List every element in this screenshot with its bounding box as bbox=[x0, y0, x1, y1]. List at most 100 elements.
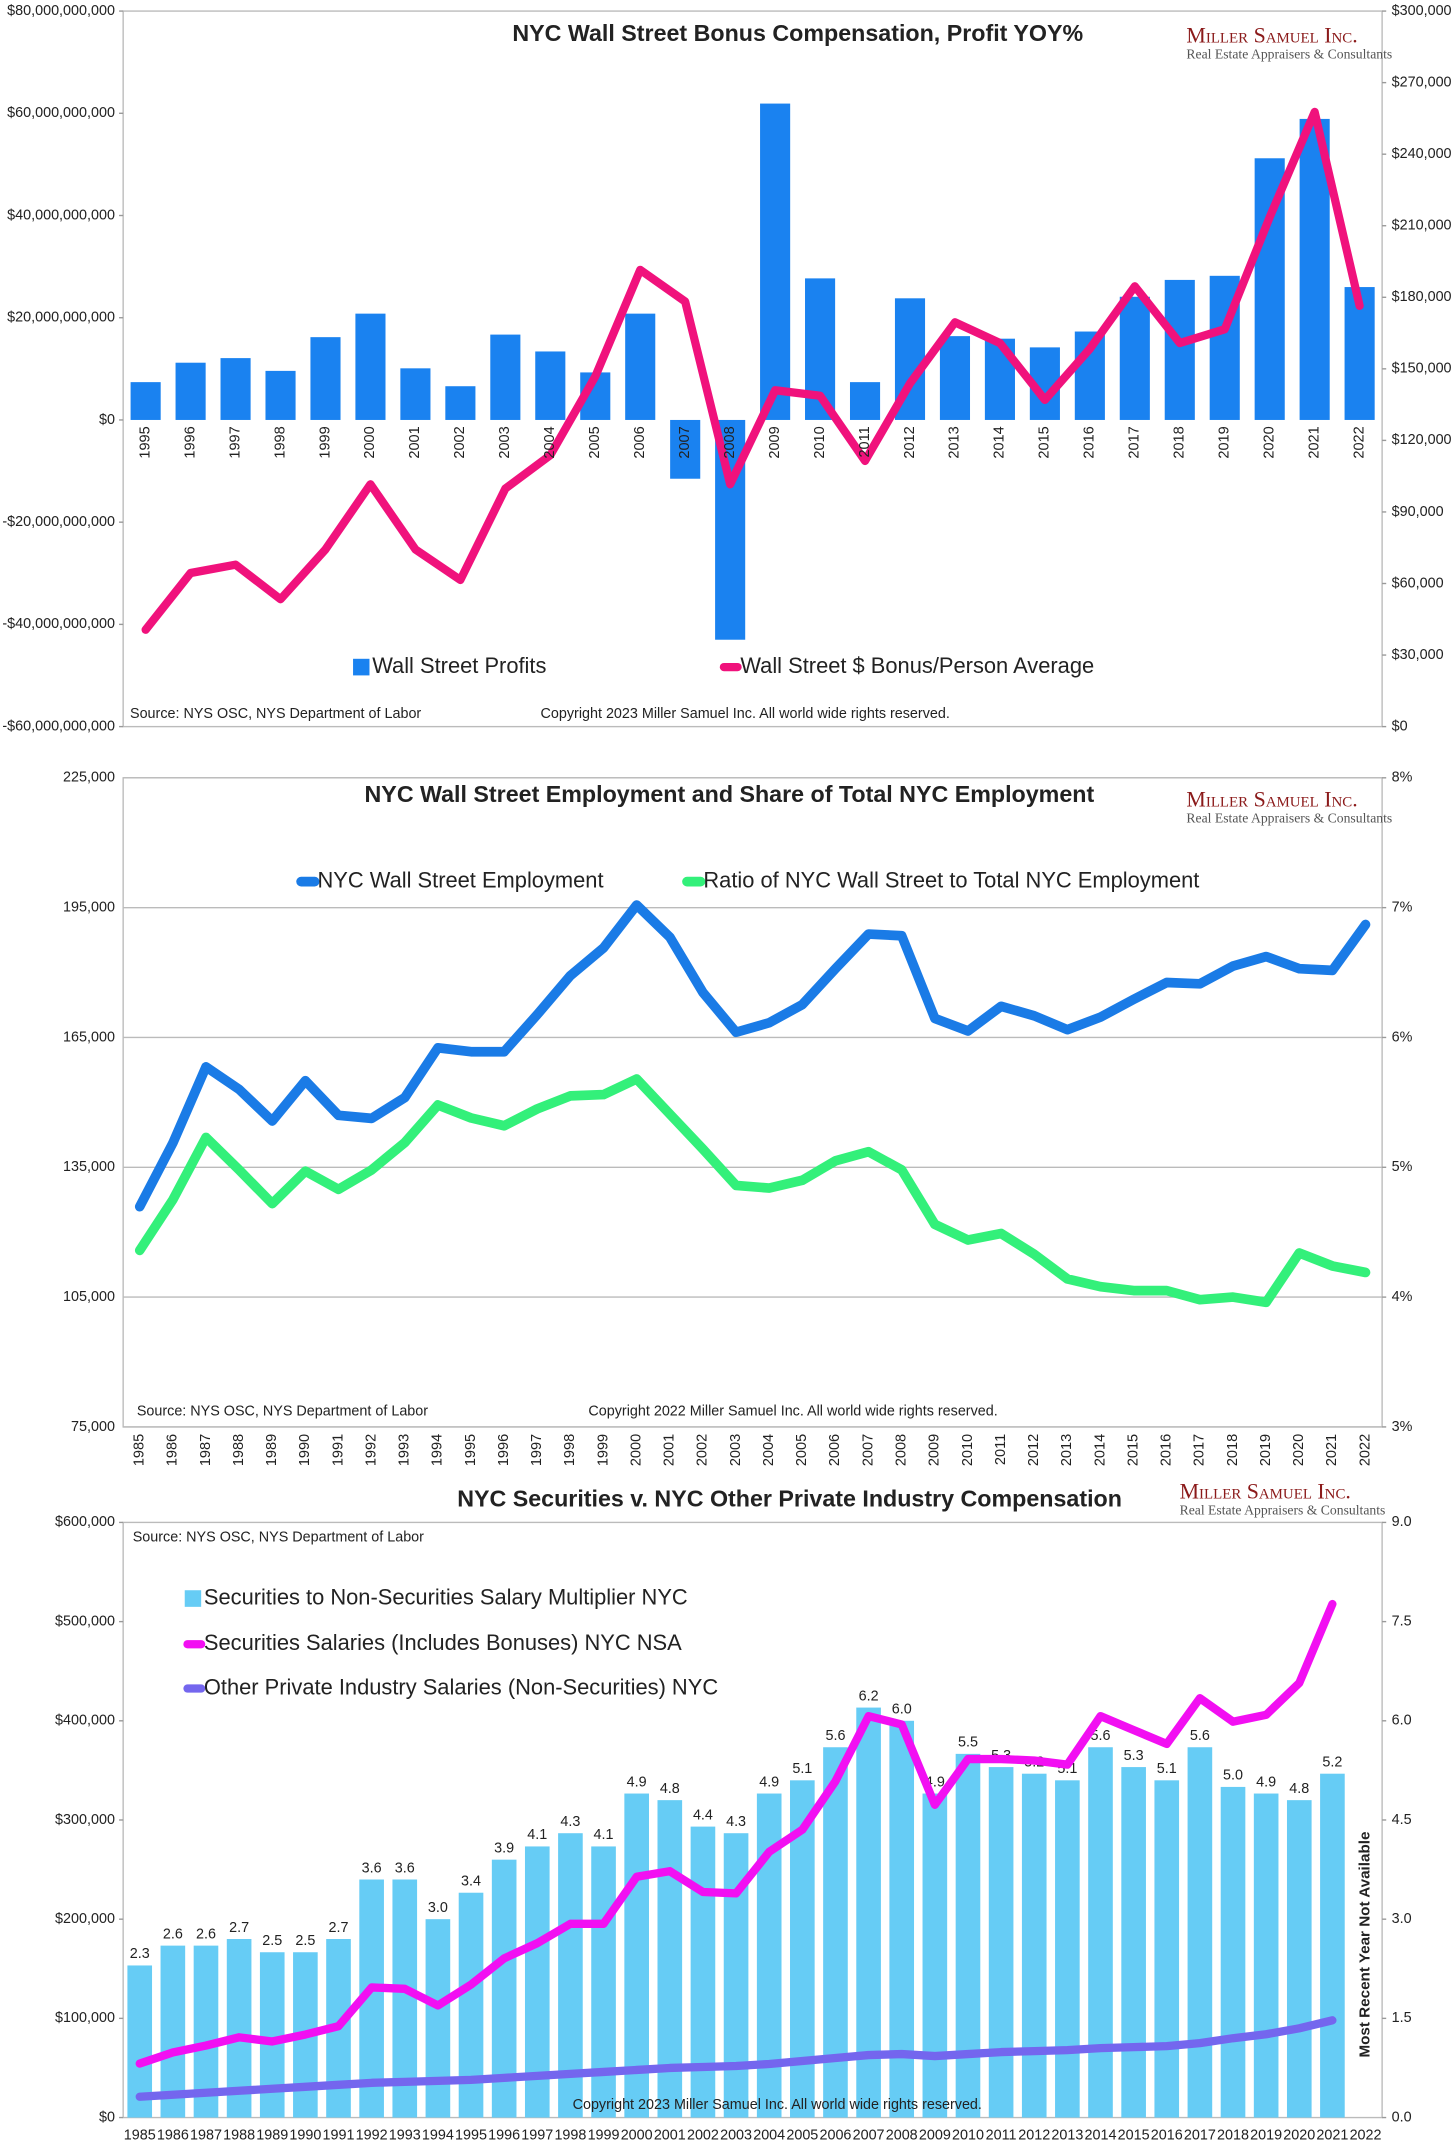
y2-tick-label: $300,000 bbox=[1392, 3, 1452, 19]
bar-value-label: 3.9 bbox=[494, 1840, 514, 1856]
legend-label: NYC Wall Street Employment bbox=[317, 867, 603, 892]
bar bbox=[1187, 1747, 1213, 2118]
x-tick-label: 2007 bbox=[677, 426, 693, 458]
x-tick-label: 2003 bbox=[497, 426, 513, 458]
logo-name: Miller Samuel Inc. bbox=[1180, 1478, 1351, 1503]
y-tick-label: $60,000,000,000 bbox=[7, 105, 115, 121]
bar bbox=[1253, 1793, 1279, 2118]
bar-value-label: 2.3 bbox=[130, 1946, 150, 1962]
bar-value-label: 5.3 bbox=[1124, 1748, 1144, 1764]
x-tick-label: 2009 bbox=[767, 426, 783, 458]
x-tick-label: 2007 bbox=[853, 2127, 885, 2143]
x-tick-label: 2004 bbox=[753, 2127, 785, 2143]
x-tick-label: 1997 bbox=[227, 426, 243, 458]
x-tick-label: 2005 bbox=[587, 426, 603, 458]
x-tick-label: 1995 bbox=[137, 426, 153, 458]
y2-tick-label: 6% bbox=[1392, 1029, 1413, 1045]
x-tick-label: 2006 bbox=[632, 426, 648, 458]
line bbox=[134, 1074, 1371, 1308]
bar bbox=[591, 1846, 616, 2118]
bar-value-label: 4.9 bbox=[627, 1774, 647, 1790]
x-tick-label: 1999 bbox=[588, 2127, 620, 2143]
legend-label: Wall Street $ Bonus/Person Average bbox=[740, 653, 1094, 678]
x-tick-label: 1993 bbox=[389, 2127, 421, 2143]
bar-value-label: 2.7 bbox=[229, 1920, 249, 1936]
copyright-note: Copyright 2022 Miller Samuel Inc. All wo… bbox=[588, 1403, 997, 1419]
logo-tagline: Real Estate Appraisers & Consultants bbox=[1180, 1502, 1386, 1517]
source-note: Source: NYS OSC, NYS Department of Labor bbox=[133, 1529, 424, 1545]
x-tick-label: 2022 bbox=[1357, 1434, 1373, 1466]
x-tick-label: 1999 bbox=[595, 1434, 611, 1466]
x-tick-label: 2008 bbox=[722, 426, 738, 458]
x-tick-label: 1985 bbox=[124, 2127, 156, 2143]
x-tick-label: 2015 bbox=[1118, 2127, 1150, 2143]
copyright-note: Copyright 2023 Miller Samuel Inc. All wo… bbox=[541, 706, 950, 722]
bar bbox=[160, 1945, 186, 2118]
x-tick-label: 2011 bbox=[857, 426, 873, 457]
x-tick-label: 2014 bbox=[992, 426, 1008, 458]
bar-value-label: 5.6 bbox=[1190, 1728, 1210, 1744]
y2-tick-label: $270,000 bbox=[1392, 74, 1452, 90]
x-tick-label: 1998 bbox=[272, 426, 288, 458]
bar-value-label: 4.3 bbox=[726, 1814, 746, 1830]
x-tick-label: 2016 bbox=[1151, 2127, 1183, 2143]
bar-value-label: 4.8 bbox=[660, 1781, 680, 1797]
y-tick-label: 135,000 bbox=[63, 1159, 115, 1175]
x-tick-label: 2007 bbox=[860, 1434, 876, 1466]
x-tick-label: 2015 bbox=[1037, 426, 1053, 458]
bar bbox=[1119, 296, 1150, 420]
x-tick-label: 2002 bbox=[452, 426, 468, 458]
bar bbox=[310, 337, 341, 420]
bar bbox=[625, 313, 656, 420]
bar-value-label: 3.4 bbox=[461, 1873, 481, 1889]
bar-value-label: 4.4 bbox=[693, 1807, 713, 1823]
y-tick-label: $500,000 bbox=[55, 1613, 115, 1629]
y-tick-label: $80,000,000,000 bbox=[7, 3, 115, 19]
x-tick-label: 1988 bbox=[223, 2127, 255, 2143]
y2-tick-label: $0 bbox=[1392, 718, 1408, 734]
line bbox=[135, 1599, 1337, 2068]
x-tick-label: 2022 bbox=[1351, 426, 1367, 458]
x-tick-label: 1996 bbox=[488, 2127, 520, 2143]
bar bbox=[1021, 1773, 1047, 2118]
x-tick-label: 1989 bbox=[264, 1434, 280, 1466]
x-tick-label: 2004 bbox=[542, 426, 558, 458]
copyright-note: Copyright 2023 Miller Samuel Inc. All wo… bbox=[573, 2097, 982, 2113]
y2-tick-label: $60,000 bbox=[1392, 575, 1444, 591]
x-tick-label: 1996 bbox=[182, 426, 198, 458]
bar-value-label: 3.6 bbox=[395, 1860, 415, 1876]
chart-title: NYC Securities v. NYC Other Private Indu… bbox=[457, 1485, 1122, 1511]
bar bbox=[175, 362, 206, 420]
chart-title: NYC Wall Street Employment and Share of … bbox=[365, 781, 1095, 807]
legend-label: Other Private Industry Salaries (Non-Sec… bbox=[204, 1674, 718, 1699]
legend-label: Ratio of NYC Wall Street to Total NYC Em… bbox=[703, 867, 1199, 892]
x-tick-label: 2006 bbox=[819, 2127, 851, 2143]
bar bbox=[425, 1919, 451, 2118]
bar bbox=[400, 368, 431, 420]
x-tick-label: 2012 bbox=[1018, 2127, 1050, 2143]
x-tick-label: 2004 bbox=[761, 1434, 777, 1466]
y2-tick-label: 4% bbox=[1392, 1289, 1413, 1305]
y-tick-label: $20,000,000,000 bbox=[7, 309, 115, 325]
x-tick-label: 1995 bbox=[463, 1434, 479, 1466]
y-tick-label: $100,000 bbox=[55, 2010, 115, 2026]
x-tick-label: 2018 bbox=[1217, 2127, 1249, 2143]
x-tick-label: 2000 bbox=[621, 2127, 653, 2143]
y2-tick-label: 4.5 bbox=[1392, 1812, 1412, 1828]
x-tick-label: 2021 bbox=[1307, 426, 1323, 458]
y2-tick-label: $30,000 bbox=[1392, 647, 1444, 663]
x-tick-label: 2013 bbox=[1059, 1434, 1075, 1466]
bar bbox=[690, 1826, 716, 2118]
x-tick-label: 2011 bbox=[986, 2127, 1017, 2143]
bar bbox=[939, 336, 971, 420]
legend-label: Securities to Non-Securities Salary Mult… bbox=[204, 1584, 688, 1609]
bar-value-label: 2.6 bbox=[163, 1926, 183, 1942]
x-tick-label: 1997 bbox=[529, 1434, 545, 1466]
y-tick-label: $600,000 bbox=[55, 1514, 115, 1530]
x-tick-label: 2011 bbox=[993, 1434, 1009, 1465]
y-tick-label: 195,000 bbox=[63, 899, 115, 915]
x-tick-label: 2010 bbox=[812, 426, 828, 458]
x-tick-label: 2020 bbox=[1262, 426, 1278, 458]
x-tick-label: 2001 bbox=[407, 426, 423, 458]
x-tick-label: 1994 bbox=[430, 1434, 446, 1466]
